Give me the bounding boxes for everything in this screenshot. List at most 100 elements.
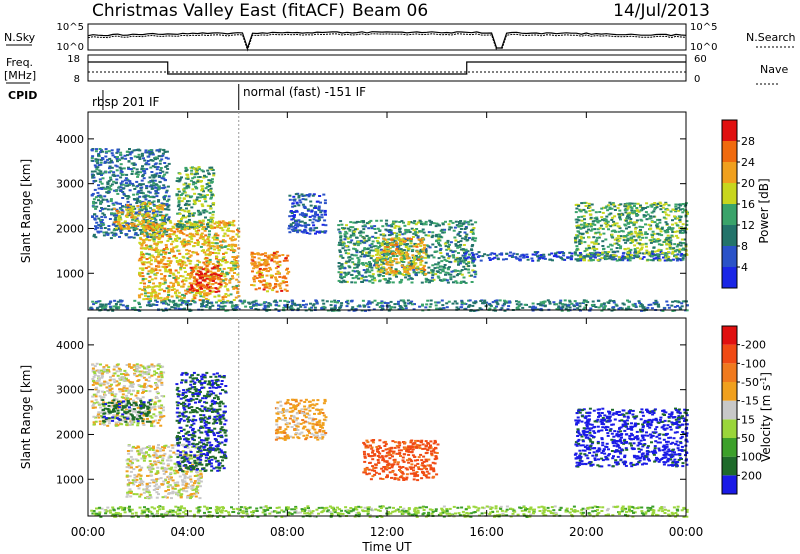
echo-cell [107,180,111,183]
echo-cell [400,220,404,223]
echo-cell [154,258,158,261]
echo-cell [610,218,614,221]
echo-cell [179,266,183,269]
echo-cell [94,302,98,304]
echo-cell [285,259,289,262]
echo-cell [132,222,136,225]
echo-cell [254,308,258,310]
echo-cell [636,251,640,254]
echo-cell [467,261,471,263]
echo-cell [99,202,103,205]
echo-cell [136,224,140,227]
echo-cell [151,159,155,162]
echo-cell [594,231,598,234]
echo-cell [206,238,210,240]
echo-cell [390,232,394,235]
echo-cell [195,273,199,276]
echo-cell [434,225,438,228]
echo-cell [185,234,189,237]
echo-cell [312,229,316,232]
echo-cell [376,258,379,261]
echo-cell [470,248,473,251]
echo-cell [128,148,131,150]
echo-cell [190,286,194,288]
echo-cell [150,271,154,274]
echo-cell [276,265,280,268]
echo-cell [313,215,317,218]
echo-cell [456,269,460,272]
echo-cell [155,232,159,235]
echo-cell [157,206,161,209]
echo-cell [420,269,424,272]
echo-cell [628,202,632,205]
echo-cell [354,263,358,266]
echo-cell [206,244,210,247]
echo-cell [190,169,194,172]
echo-cell [580,257,584,260]
echo-cell [573,252,577,255]
echo-cell [315,230,319,233]
echo-cell [366,248,370,251]
echo-cell [421,248,425,251]
echo-cell [207,260,211,263]
echo-cell [321,223,325,226]
echo-cell [209,276,213,279]
echo-cell [320,216,324,219]
echo-cell [467,220,471,223]
echo-cell [228,221,232,224]
echo-cell [379,219,383,222]
echo-cell [376,265,380,268]
echo-cell [268,303,272,306]
echo-cell [560,257,563,260]
echo-cell [185,222,189,225]
echo-cell [421,272,425,275]
echo-cell [269,268,273,271]
echo-cell [584,299,588,302]
echo-cell [347,265,351,268]
echo-cell [190,287,194,290]
echo-cell [464,282,468,284]
echo-cell [597,306,601,309]
echo-cell [160,177,164,180]
echo-cell [531,302,535,305]
echo-cell [116,192,120,195]
echo-cell [219,283,223,286]
echo-cell [155,244,159,247]
echo-cell [257,271,261,274]
echo-cell [666,304,670,307]
echo-cell [652,246,656,249]
echo-cell [465,233,469,236]
echo-cell [145,168,149,171]
echo-cell [162,298,166,301]
echo-cell [604,238,608,241]
echo-cell [173,223,177,226]
echo-cell [390,260,394,263]
echo-cell [582,215,586,218]
echo-cell [196,253,200,256]
echo-cell [157,255,160,258]
echo-cell [116,156,119,158]
echo-cell [232,251,236,254]
echo-cell [206,223,209,226]
echo-cell [610,244,614,247]
echo-cell [470,229,473,232]
echo-cell [192,280,196,283]
echo-cell [234,286,238,289]
echo-cell [114,164,118,167]
echo-cell [112,171,116,174]
echo-cell [533,251,537,254]
echo-cell [143,234,147,237]
echo-cell [397,228,401,231]
echo-cell [208,185,212,187]
echo-cell [655,256,659,259]
echo-cell [99,151,103,154]
echo-cell [667,251,670,254]
echo-cell [369,262,372,265]
echo-cell [185,253,189,256]
echo-cell [190,237,194,240]
echo-cell [357,273,361,276]
echo-cell [180,231,184,234]
echo-cell [197,166,201,169]
echo-cell [310,306,313,309]
echo-cell [427,231,431,234]
